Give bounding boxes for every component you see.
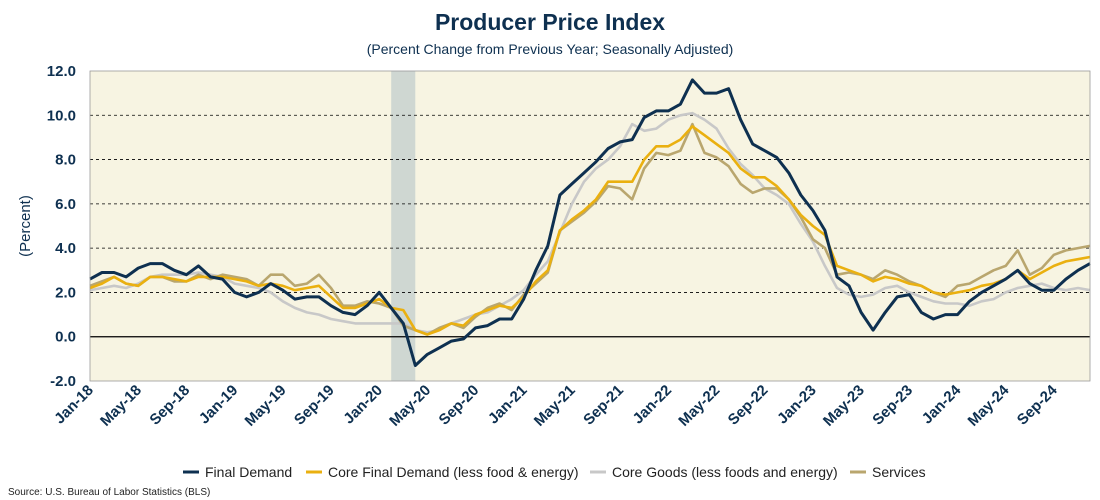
series-line-2 [89, 125, 1091, 336]
x-tick-label: Sep-23 [869, 382, 916, 429]
y-tick-label: 6.0 [55, 196, 76, 213]
series-line-3 [89, 111, 1091, 334]
x-tick-label: Sep-20 [436, 382, 483, 429]
legend-item: Services [850, 464, 926, 480]
y-axis-ticks: -2.0 0.0 2.0 4.0 6.0 8.0 10.0 12.0 [47, 63, 76, 390]
x-tick-label: Jan-20 [340, 382, 386, 428]
plot-area [90, 71, 1090, 381]
x-tick-label: Jan-19 [196, 382, 242, 428]
x-tick-label: May-21 [531, 382, 579, 430]
x-tick-label: Jan-24 [919, 381, 965, 427]
chart-title: Producer Price Index [435, 9, 665, 35]
x-tick-label: May-18 [97, 382, 145, 430]
series-line-1 [89, 78, 1091, 367]
series-lines [89, 78, 1091, 367]
x-tick-label: Jan-22 [630, 382, 676, 428]
x-tick-label: Sep-21 [580, 382, 627, 429]
y-tick-label: 10.0 [47, 107, 76, 124]
x-tick-label: May-20 [386, 382, 434, 430]
x-tick-label: Sep-24 [1014, 381, 1061, 428]
legend-label: Core Goods (less foods and energy) [612, 464, 838, 480]
y-tick-label: 2.0 [55, 284, 76, 301]
legend-item: Core Final Demand (less food & energy) [306, 464, 579, 480]
x-tick-label: Jan-21 [485, 382, 531, 428]
x-axis-ticks: Jan-18 May-18 Sep-18 Jan-19 May-19 Sep-19 Jan-… [51, 381, 1061, 429]
chart-subtitle: (Percent Change from Previous Year; Seas… [367, 41, 734, 57]
legend: Final Demand Core Final Demand (less food… [183, 464, 926, 480]
x-tick-label: May-23 [820, 382, 868, 430]
source-note: Source: U.S. Bureau of Labor Statistics … [8, 487, 210, 498]
y-tick-label: 8.0 [55, 152, 76, 169]
recession-band [391, 71, 416, 381]
legend-item: Core Goods (less foods and energy) [590, 464, 838, 480]
y-tick-label: 0.0 [55, 329, 76, 346]
x-tick-label: Sep-22 [725, 382, 772, 429]
x-tick-label: May-19 [242, 382, 290, 430]
y-tick-label: 12.0 [47, 63, 76, 80]
plot-border [89, 70, 1091, 382]
y-axis-label: (Percent) [17, 195, 34, 257]
y-tick-label: 4.0 [55, 240, 76, 257]
y-tick-label: -2.0 [50, 373, 76, 390]
x-tick-label: Sep-19 [291, 382, 338, 429]
legend-label: Core Final Demand (less food & energy) [328, 464, 579, 480]
legend-label: Final Demand [205, 464, 292, 480]
x-tick-label: May-24 [965, 381, 1013, 429]
legend-item: Final Demand [183, 464, 292, 480]
legend-label: Services [872, 464, 926, 480]
x-tick-label: Jan-23 [774, 382, 820, 428]
x-tick-label: Sep-18 [146, 382, 193, 429]
x-tick-label: May-22 [675, 382, 723, 430]
